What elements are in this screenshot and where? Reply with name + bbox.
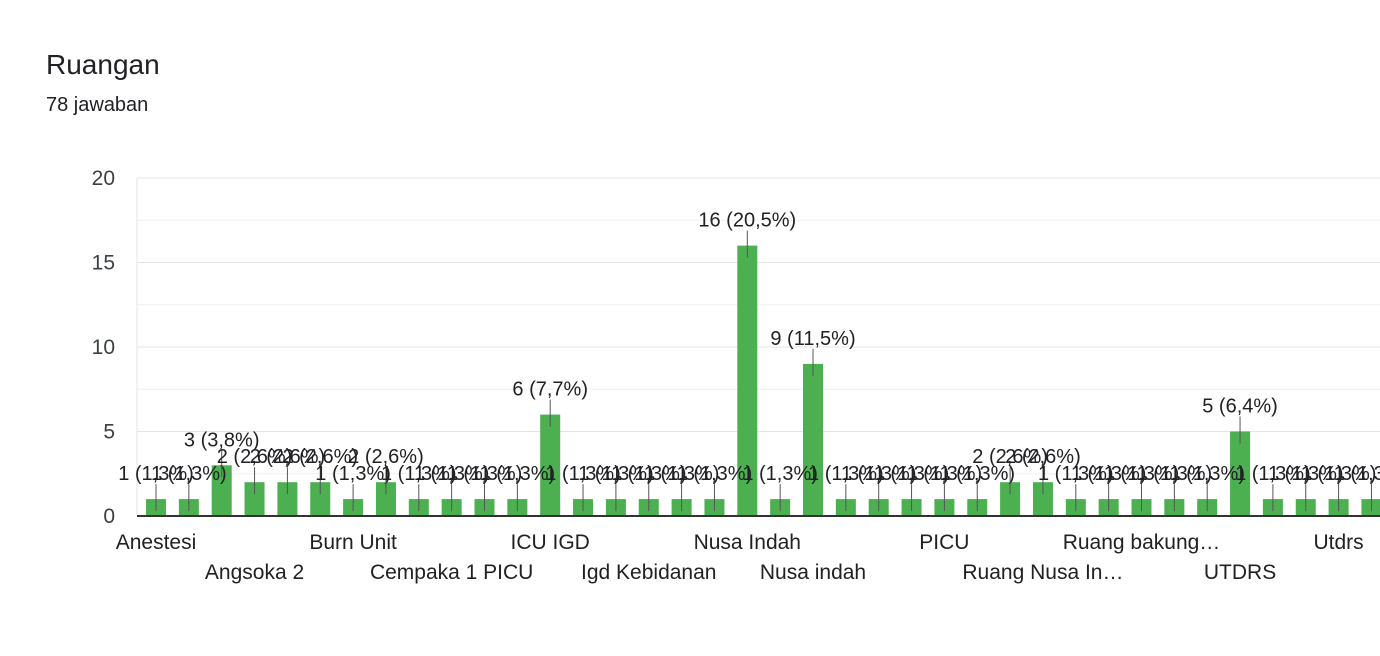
data-label: 1 (1,3%) [841,463,917,485]
data-label: 9 (11,5%) [770,328,855,350]
x-tick-label: Nusa indah [760,561,866,584]
y-axis-ticks: 0 5 10 15 20 [92,167,115,528]
data-label: 1 (1,3%) [1071,463,1147,485]
x-tick-label: PICU [919,531,969,554]
x-tick-label: Utdrs [1314,531,1364,554]
bar [310,482,331,516]
x-tick-label: Ruang bakung… [1063,531,1221,554]
data-label: 1 (1,3%) [1038,463,1114,485]
data-label: 1 (1,3%) [907,463,983,485]
data-label: 2 (2,6%) [217,446,293,468]
data-label: 2 (2,6%) [282,446,358,468]
data-label: 6 (7,7%) [512,379,588,401]
x-tick-label: Ruang Nusa In… [962,561,1123,584]
data-label: 1 (1,3%) [1169,463,1245,485]
y-tick-label: 10 [92,336,115,359]
data-label: 1 (1,3%) [118,463,194,485]
bar [211,465,232,516]
bar [1361,499,1380,516]
y-tick-label: 5 [103,421,115,444]
data-label: 1 (1,3%) [381,463,457,485]
bars [146,245,1380,516]
chart-title: Ruangan [46,49,160,80]
data-label: 1 (1,3%) [874,463,950,485]
bar [1032,482,1053,516]
x-tick-label: Anestesi [116,531,197,554]
bar [277,482,298,516]
x-tick-label: ICU IGD [511,531,590,554]
y-tick-label: 15 [92,252,115,275]
data-label: 2 (2,6%) [348,446,424,468]
data-label: 2 (2,6%) [972,446,1048,468]
data-label: 2 (2,6%) [250,446,326,468]
data-label: 1 (1,3%) [447,463,523,485]
x-tick-label: Burn Unit [309,531,397,554]
bar [1230,431,1251,516]
data-labels: 1 (1,3%)1 (1,3%)3 (3,8%)2 (2,6%)2 (2,6%)… [118,210,1380,512]
y-tick-label: 20 [92,167,115,190]
data-label: 1 (1,3%) [1235,463,1311,485]
data-label: 1 (1,3%) [414,463,490,485]
bar [540,414,561,516]
data-label: 1 (1,3%) [151,463,227,485]
data-label: 1 (1,3%) [677,463,753,485]
data-label: 1 (1,3%) [578,463,654,485]
data-label: 1 (1,3%) [545,463,621,485]
x-tick-label: Angsoka 2 [205,561,304,584]
data-label: 2 (2,6%) [1005,446,1081,468]
bar [1000,482,1021,516]
bar [244,482,265,516]
y-tick-label: 0 [103,505,115,528]
x-tick-label: Nusa Indah [694,531,801,554]
data-label: 1 (1,3%) [1104,463,1180,485]
bar [737,245,758,516]
data-label: 3 (3,8%) [184,429,260,451]
data-label: 1 (1,3%) [1268,463,1344,485]
data-label: 1 (1,3%) [808,463,884,485]
data-label: 1 (1,3%) [1301,463,1377,485]
response-count: 78 jawaban [46,94,149,116]
x-tick-label: Igd Kebidanan [581,561,716,584]
data-label: 1 (1,3%) [644,463,720,485]
data-label: 1 (1,3%) [480,463,556,485]
data-label: 1 (1,3%) [315,463,391,485]
x-tick-label: Cempaka 1 PICU [370,561,533,584]
bar [375,482,396,516]
data-label: 1 (1,3%) [611,463,687,485]
data-label: 1 (1,3%) [1334,463,1380,485]
data-label: 1 (1,3%) [1137,463,1213,485]
data-label: 1 (1,3%) [939,463,1015,485]
x-tick-label: UTDRS [1204,561,1276,584]
data-label: 1 (1,3%) [742,463,818,485]
bar [803,363,823,516]
data-label: 5 (6,4%) [1202,396,1278,418]
data-label: 16 (20,5%) [698,210,796,232]
